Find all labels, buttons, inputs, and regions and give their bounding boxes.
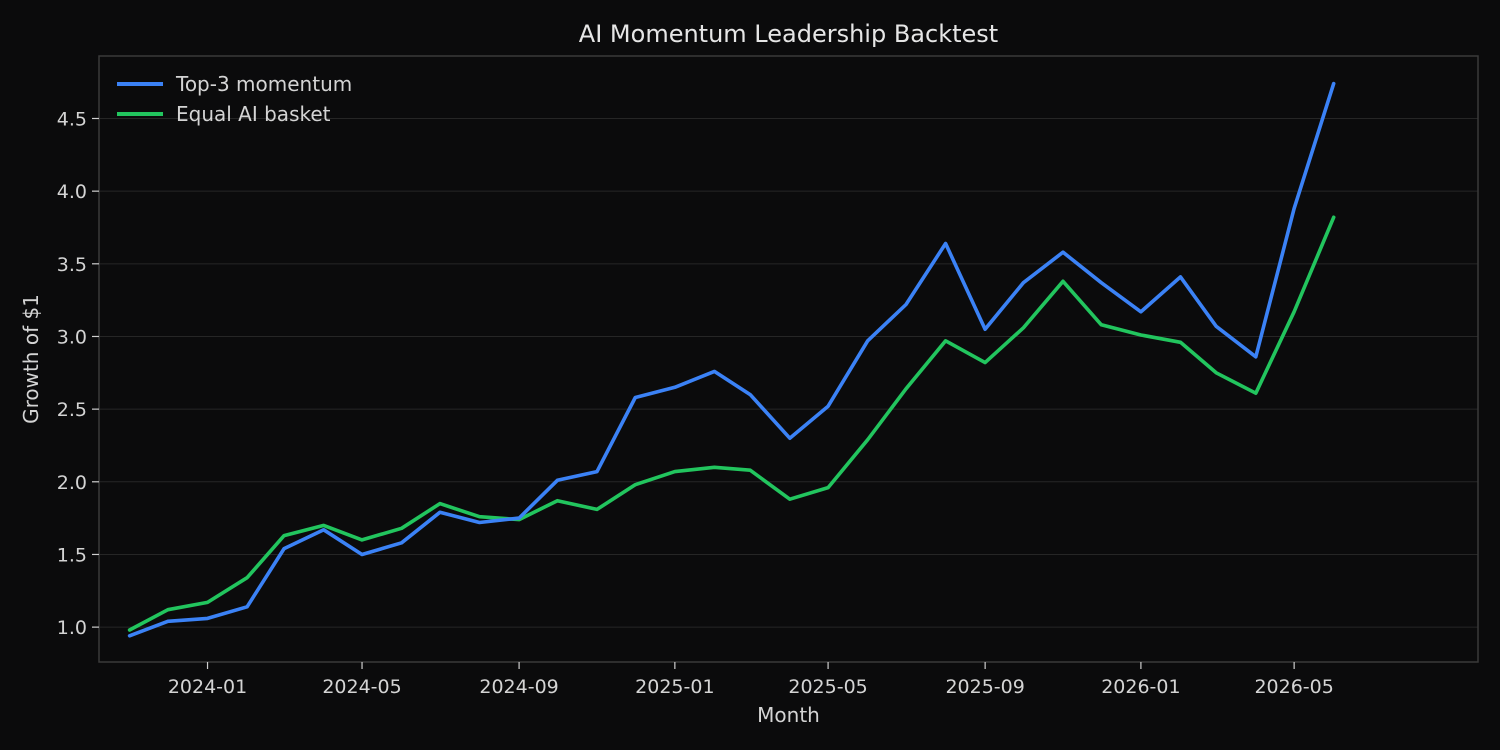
legend-label-top3: Top-3 momentum — [175, 72, 352, 96]
y-gridlines — [99, 117, 1478, 628]
y-tick-label: 4.0 — [57, 181, 87, 203]
x-tick-label: 2025-05 — [788, 676, 867, 698]
x-axis-ticks: 2024-01 2024-05 2024-09 2025-01 2025-05 2025-… — [168, 662, 1334, 698]
plot-area — [99, 56, 1478, 662]
legend: Top-3 momentum Equal AI basket — [117, 72, 352, 126]
x-tick-label: 2025-01 — [635, 676, 714, 698]
y-tick-label: 2.0 — [57, 472, 87, 494]
y-tick-label: 1.0 — [57, 617, 87, 639]
y-tick-label: 2.5 — [57, 399, 87, 421]
x-tick-label: 2025-09 — [945, 676, 1024, 698]
series-line-equal-ai-basket — [127, 215, 1336, 632]
x-tick-label: 2026-01 — [1101, 676, 1180, 698]
plot-frame — [98, 55, 1479, 663]
x-axis-title: Month — [757, 703, 820, 727]
y-tick-label: 3.0 — [57, 326, 87, 348]
x-tick-label: 2024-09 — [479, 676, 558, 698]
series-line-top3-momentum — [127, 81, 1336, 638]
x-tick-label: 2024-01 — [168, 676, 247, 698]
series-lines — [127, 81, 1336, 638]
y-tick-label: 3.5 — [57, 254, 87, 276]
y-axis-title: Growth of $1 — [19, 294, 43, 424]
y-tick-label: 1.5 — [57, 544, 87, 566]
chart-title: AI Momentum Leadership Backtest — [579, 20, 998, 48]
y-tick-label: 4.5 — [57, 108, 87, 130]
y-axis-ticks: 1.0 1.5 2.0 2.5 3.0 3.5 4.0 4.5 — [57, 108, 99, 639]
x-tick-label: 2026-05 — [1254, 676, 1333, 698]
x-tick-label: 2024-05 — [322, 676, 401, 698]
legend-label-equal: Equal AI basket — [176, 102, 331, 126]
